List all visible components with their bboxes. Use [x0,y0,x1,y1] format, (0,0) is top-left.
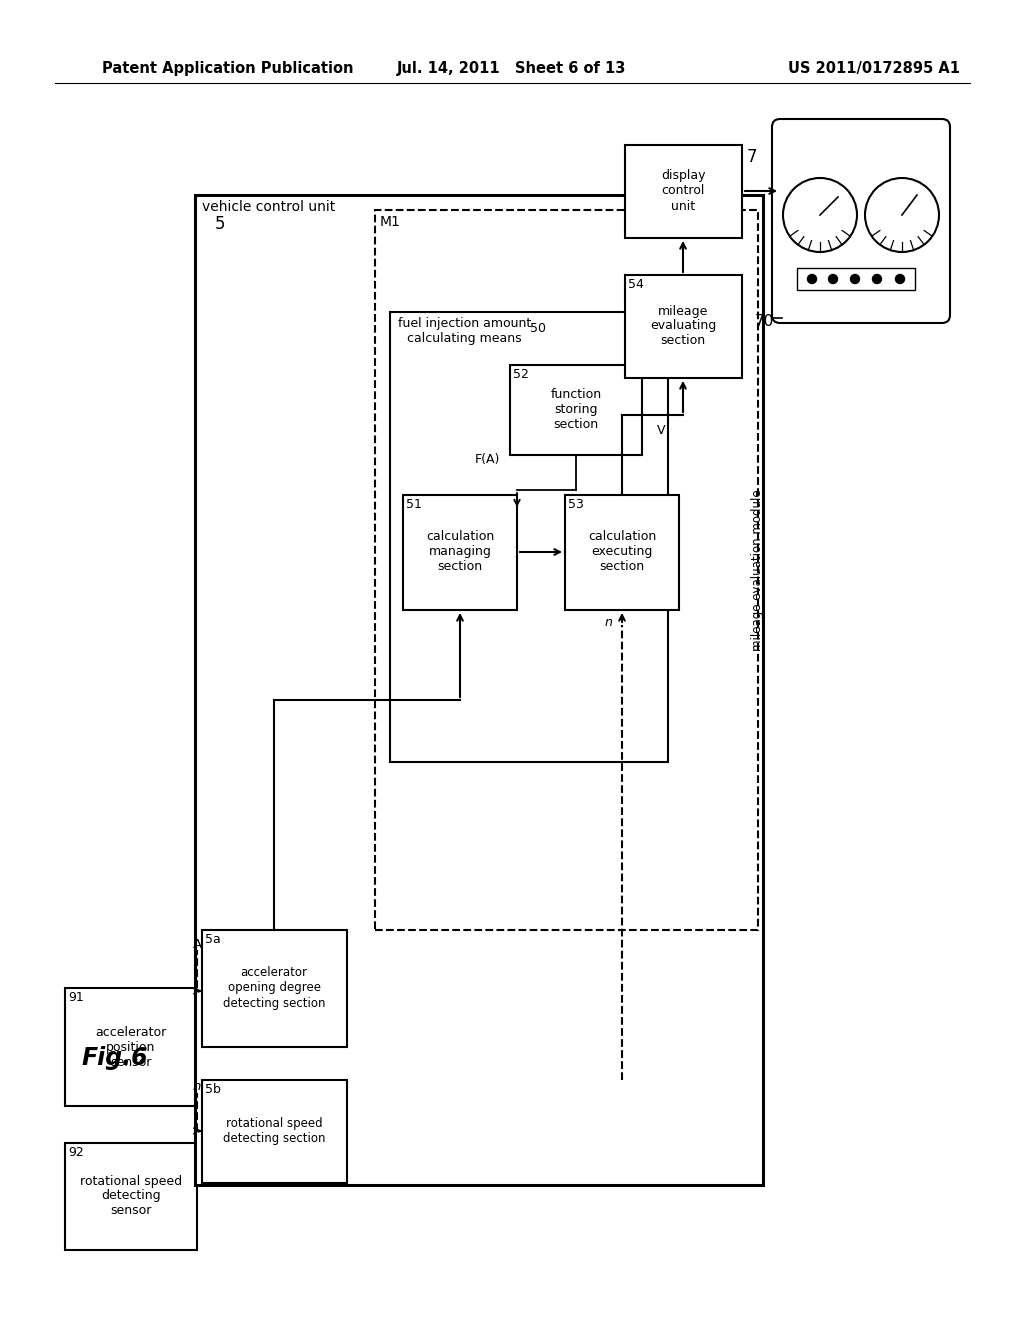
Bar [202,1080,347,1183]
Text: 70: 70 [755,314,774,330]
Bar [195,195,763,1185]
Circle shape [808,275,816,284]
Text: accelerator
opening degree
detecting section: accelerator opening degree detecting sec… [223,966,326,1010]
Text: 5b: 5b [205,1082,221,1096]
FancyBboxPatch shape [772,119,950,323]
Text: calculation
managing
section: calculation managing section [426,531,495,573]
Text: M1: M1 [380,215,400,228]
Bar [625,275,742,378]
Text: Fig.6: Fig.6 [82,1045,148,1071]
Text: vehicle control unit: vehicle control unit [202,201,335,214]
Text: mileage
evaluating
section: mileage evaluating section [650,305,716,347]
Text: 92: 92 [68,1146,84,1159]
Bar [202,931,347,1047]
Text: function
storing
section: function storing section [551,388,601,432]
Text: A: A [193,937,202,950]
Circle shape [872,275,882,284]
Text: 5a: 5a [205,933,221,946]
Circle shape [783,178,857,252]
Text: 5: 5 [215,215,225,234]
Circle shape [851,275,859,284]
Text: rotational speed
detecting
sensor: rotational speed detecting sensor [80,1175,182,1217]
Bar [390,312,668,762]
Bar [65,1143,197,1250]
Text: Patent Application Publication: Patent Application Publication [102,61,353,75]
Bar [403,495,517,610]
Text: accelerator
position
sensor: accelerator position sensor [95,1026,167,1068]
Text: mileage evaluation module: mileage evaluation module [752,490,765,651]
Text: 51: 51 [406,498,422,511]
Bar [510,366,642,455]
Text: US 2011/0172895 A1: US 2011/0172895 A1 [788,61,961,75]
Text: 50: 50 [530,322,546,335]
Text: 53: 53 [568,498,584,511]
Text: fuel injection amount
calculating means: fuel injection amount calculating means [398,317,531,345]
Text: n: n [193,1081,201,1093]
Text: 52: 52 [513,368,528,381]
Text: 91: 91 [68,991,84,1005]
Bar [565,495,679,610]
Circle shape [828,275,838,284]
Text: display
control
unit: display control unit [660,169,706,213]
Text: Jul. 14, 2011   Sheet 6 of 13: Jul. 14, 2011 Sheet 6 of 13 [397,61,627,75]
Text: 7: 7 [746,148,758,166]
Text: n: n [604,615,612,628]
Text: rotational speed
detecting section: rotational speed detecting section [223,1117,326,1144]
Text: calculation
executing
section: calculation executing section [588,531,656,573]
Text: 54: 54 [628,279,644,290]
Text: F(A): F(A) [474,454,500,466]
Text: V: V [656,424,665,437]
Bar [375,210,758,931]
Bar [797,268,915,290]
Circle shape [865,178,939,252]
Bar [65,987,197,1106]
Circle shape [896,275,904,284]
Bar [625,145,742,238]
